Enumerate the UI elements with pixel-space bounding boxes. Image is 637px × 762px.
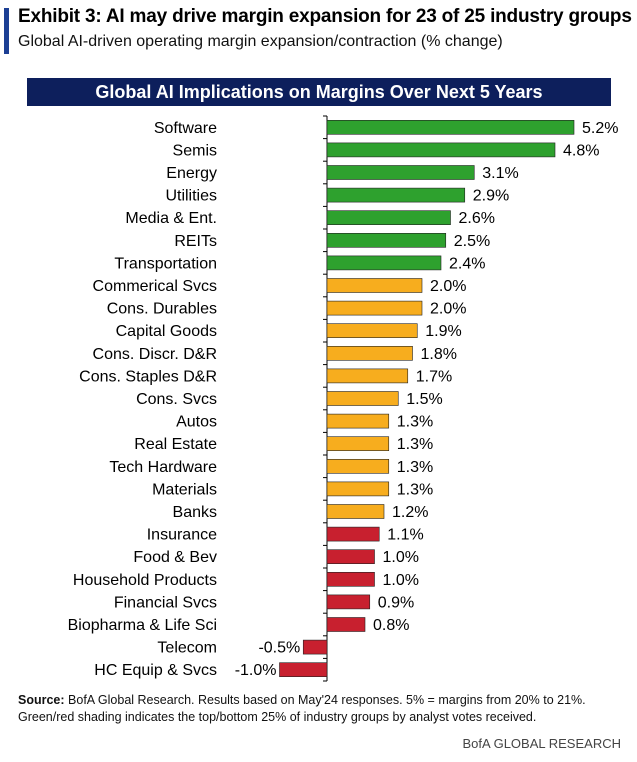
data-label: 0.9% (378, 594, 414, 611)
category-label: Materials (152, 481, 217, 498)
data-label: 5.2% (582, 120, 618, 137)
category-label: Semis (173, 142, 217, 159)
data-label: 1.3% (397, 414, 433, 431)
bar (302, 639, 328, 655)
category-label: Media & Ent. (125, 210, 217, 227)
data-label: 1.9% (425, 323, 461, 340)
category-label: Cons. Durables (107, 301, 217, 318)
data-label: 1.3% (397, 481, 433, 498)
bar (326, 346, 413, 361)
category-label: Cons. Staples D&R (79, 368, 217, 385)
category-label: Autos (176, 414, 217, 431)
bar (326, 368, 409, 384)
bar (326, 210, 451, 225)
category-label: Banks (173, 504, 217, 521)
data-label: 4.8% (563, 142, 599, 159)
bar (326, 481, 390, 497)
bar (326, 571, 375, 587)
category-label: Software (154, 120, 217, 137)
data-label: 3.1% (482, 165, 518, 182)
category-label: Telecom (157, 640, 217, 657)
data-label: 1.5% (406, 391, 442, 408)
data-label: 2.9% (473, 188, 509, 205)
source-text: BofA Global Research. Results based on M… (68, 693, 586, 707)
category-label: Insurance (147, 527, 217, 544)
data-label: 1.8% (421, 346, 457, 363)
bar (326, 120, 575, 135)
data-label: 2.0% (430, 278, 466, 295)
bar (326, 391, 399, 406)
bar-chart: Software 5.2% Semis 4.8% Energy 3.1% Utilities… (68, 115, 619, 682)
data-label: 1.7% (416, 368, 452, 385)
axis-layer (323, 115, 328, 682)
data-label: 2.4% (449, 255, 485, 272)
bar (326, 142, 556, 158)
data-label: 1.3% (397, 459, 433, 476)
bar (326, 549, 375, 565)
category-label: Energy (166, 165, 217, 182)
data-label: 2.5% (454, 233, 490, 250)
source-note: Source: BofA Global Research. Results ba… (18, 692, 628, 726)
data-label: -1.0% (235, 662, 277, 679)
category-label: Biopharma & Life Sci (68, 617, 217, 634)
data-label: 2.6% (459, 210, 495, 227)
bar (326, 278, 423, 293)
chart-title: Global AI Implications on Margins Over N… (27, 78, 611, 106)
data-label: 1.1% (387, 527, 423, 544)
shading-note: Green/red shading indicates the top/bott… (18, 710, 537, 724)
data-label: -0.5% (258, 640, 300, 657)
data-label: 1.3% (397, 436, 433, 453)
bar (326, 458, 390, 474)
data-label: 1.2% (392, 504, 428, 521)
bar (326, 594, 371, 610)
category-label: Real Estate (134, 436, 217, 453)
exhibit-title: Exhibit 3: AI may drive margin expansion… (18, 6, 632, 27)
bar (326, 165, 475, 180)
bar (279, 662, 328, 678)
bar (326, 436, 390, 452)
bar (326, 413, 390, 429)
bar (326, 504, 385, 519)
labels-layer: Software 5.2% Semis 4.8% Energy 3.1% Utilities… (68, 120, 619, 679)
data-label: 0.8% (373, 617, 409, 634)
category-label: REITs (174, 233, 217, 250)
bar (326, 187, 466, 203)
category-label: Cons. Discr. D&R (93, 346, 217, 363)
bar (326, 323, 418, 338)
category-label: Transportation (114, 255, 217, 272)
category-label: Capital Goods (116, 323, 217, 340)
category-label: Financial Svcs (114, 594, 217, 611)
data-label: 1.0% (383, 572, 419, 589)
data-label: 2.0% (430, 301, 466, 318)
category-label: Cons. Svcs (136, 391, 217, 408)
category-label: Utilities (165, 188, 217, 205)
accent-bar (4, 8, 9, 54)
bar (326, 617, 366, 632)
exhibit-subtitle: Global AI-driven operating margin expans… (18, 33, 503, 50)
bar (326, 300, 423, 316)
source-label: Source: (18, 693, 65, 707)
bars-layer (279, 120, 575, 678)
category-label: Commerical Svcs (93, 278, 217, 295)
category-label: Food & Bev (133, 549, 217, 566)
data-label: 1.0% (383, 549, 419, 566)
bar (326, 255, 442, 271)
bar (326, 526, 380, 542)
brand-label: BofA GLOBAL RESEARCH (462, 736, 621, 751)
bar (326, 233, 447, 248)
category-label: Tech Hardware (109, 459, 217, 476)
category-label: HC Equip & Svcs (94, 662, 217, 679)
category-label: Household Products (73, 572, 217, 589)
